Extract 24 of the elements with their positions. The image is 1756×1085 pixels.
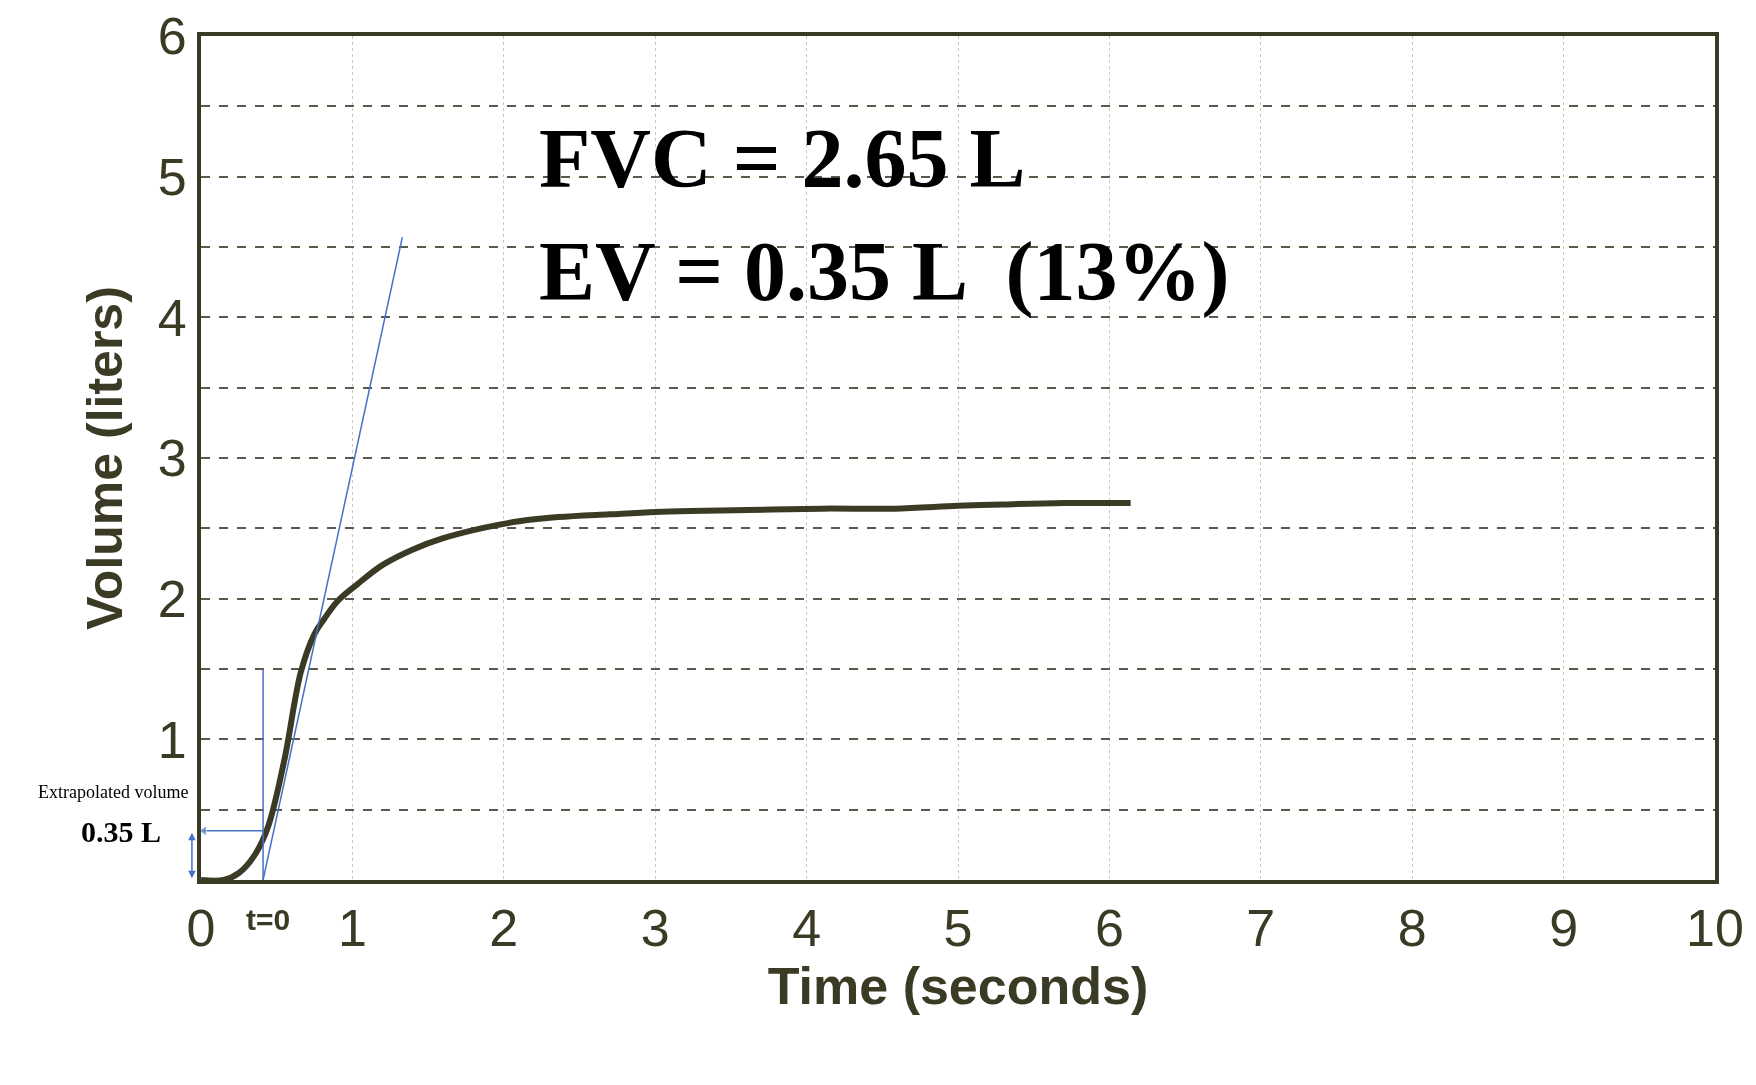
x-tick-label: 10 [1686,899,1744,958]
text: 0.35 L [81,815,162,848]
x-tick-label: 3 [640,899,670,958]
x-tick-label: 7 [1246,899,1276,958]
x-tick-label: 0 [186,899,216,958]
annotation: EV = 0.35 L (13%) [539,225,1230,319]
x-tick-label: 2 [489,899,519,958]
x-tick-label: 9 [1549,899,1579,958]
y-tick-label: 1 [157,710,187,769]
text: t=0 [246,903,291,936]
x-tick-label: 6 [1094,899,1124,958]
y-tick-label: 2 [157,569,187,628]
x-tick-label: 4 [792,899,822,958]
x-axis-title: Time (seconds) [767,957,1149,1016]
y-axis-title: Volume (liters) [77,286,134,630]
x-tick-label: 8 [1397,899,1427,958]
annotation: FVC = 2.65 L [539,112,1026,205]
text: Extrapolated volume [38,782,189,802]
x-tick-label: 1 [337,899,367,958]
y-tick-label: 4 [157,288,187,347]
y-tick-label: 5 [157,147,187,206]
y-tick-label: 6 [157,7,187,66]
x-tick-label: 5 [943,899,973,958]
y-tick-label: 3 [157,429,187,488]
